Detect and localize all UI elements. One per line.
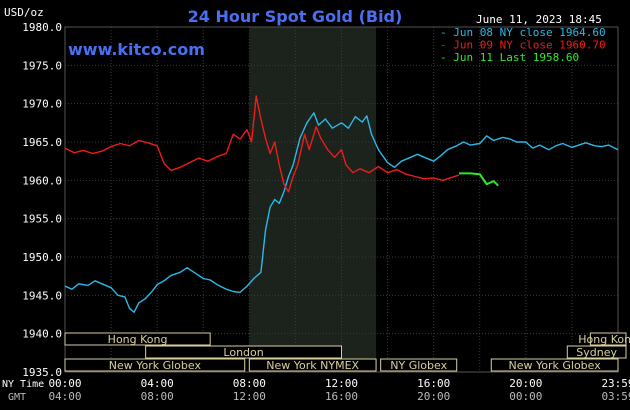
series-lines (64, 95, 619, 313)
y-tick-label: 1955.0 (22, 213, 62, 226)
x-tick-label-ny: 04:00 (141, 377, 174, 390)
ny-time-label: NY Time (2, 379, 44, 390)
x-tick-label-ny: 23:59 (601, 377, 630, 390)
x-tick-label-gmt: 16:00 (325, 390, 358, 403)
session-bar: New York Globex (490, 358, 619, 372)
legend-entry: - Jun 11 Last 1958.60 (440, 51, 579, 64)
gmt-label: GMT (8, 392, 26, 403)
session-label: Sydney (576, 346, 617, 359)
y-tick-label: 1980.0 (22, 21, 62, 34)
source-link[interactable]: www.kitco.com (68, 40, 205, 59)
session-bar: Hong Kong (64, 332, 211, 346)
session-label: New York Globex (109, 359, 202, 372)
y-tick-label: 1940.0 (22, 328, 62, 341)
legend-entry: - Jun 08 NY close 1964.60 (440, 26, 606, 39)
session-label: Hong Kong (108, 333, 168, 346)
session-bar: New York NYMEX (248, 358, 377, 372)
x-tick-label-gmt: 20:00 (417, 390, 450, 403)
y-tick-label: 1935.0 (22, 366, 62, 379)
x-tick-label-ny: 08:00 (233, 377, 266, 390)
session-bar: London (145, 345, 342, 359)
session-label: London (223, 346, 263, 359)
x-tick-label-ny: 16:00 (417, 377, 450, 390)
chart-title: 24 Hour Spot Gold (Bid) (188, 7, 403, 26)
x-tick-label-gmt: 08:00 (141, 390, 174, 403)
y-axis-ticks: 1980.0 1975.0 1970.0 1965.0 1960.0 1955.0 1950… (22, 21, 62, 379)
y-tick-label: 1975.0 (22, 59, 62, 72)
x-tick-label-gmt: 03:59 (601, 390, 630, 403)
x-tick-label-ny: 00:00 (48, 377, 81, 390)
x-axis-ticks: 00:0004:0004:0008:0008:0012:0012:0016:00… (48, 377, 630, 403)
nymex-session-highlight (249, 27, 377, 372)
series-line-3 (459, 172, 499, 187)
series-line-1 (64, 112, 619, 313)
session-bar: Sydney (566, 345, 627, 359)
y-tick-label: 1960.0 (22, 174, 62, 187)
chart-date: June 11, 2023 18:45 (476, 13, 602, 26)
highlight-band (249, 27, 377, 372)
session-label: New York NYMEX (266, 359, 359, 372)
session-bar: New York Globex (64, 358, 246, 372)
unit-label: USD/oz (4, 6, 44, 19)
x-tick-label-ny: 12:00 (325, 377, 358, 390)
session-label: Hong Kong (578, 333, 630, 346)
x-tick-label-gmt: 12:00 (233, 390, 266, 403)
session-label: NY Globex (390, 359, 447, 372)
session-label: New York Globex (509, 359, 602, 372)
plot-frame (64, 26, 619, 373)
session-bar: Hong Kong (578, 332, 630, 346)
series-line-2 (64, 95, 460, 193)
legend-entry: - Jun 09 NY close 1960.70 (440, 39, 606, 52)
y-tick-label: 1945.0 (22, 289, 62, 302)
y-tick-label: 1970.0 (22, 98, 62, 111)
y-tick-label: 1950.0 (22, 251, 62, 264)
legend: - Jun 08 NY close 1964.60- Jun 09 NY clo… (440, 26, 606, 64)
x-tick-label-gmt: 04:00 (48, 390, 81, 403)
y-tick-label: 1965.0 (22, 136, 62, 149)
x-tick-label-gmt: 00:00 (509, 390, 542, 403)
session-bar: NY Globex (380, 358, 458, 372)
x-tick-label-ny: 20:00 (509, 377, 542, 390)
